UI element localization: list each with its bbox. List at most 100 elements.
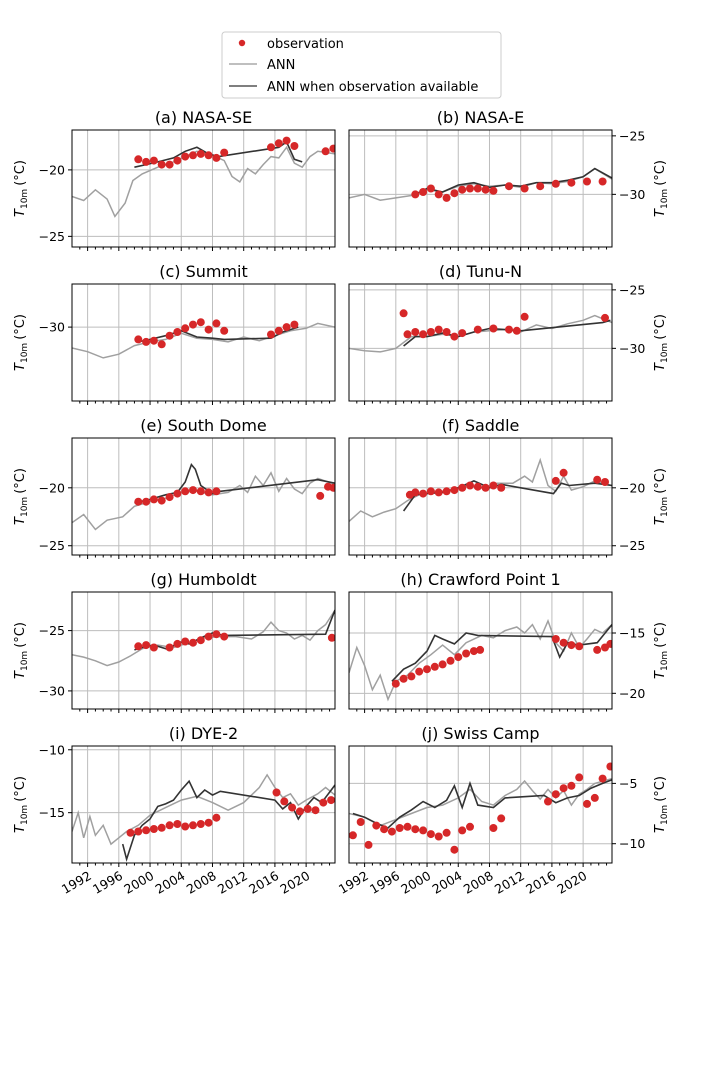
y-tick-label: −20 [619,686,645,701]
y-label-sub: 10m [20,805,30,825]
observation-point [173,328,182,336]
observation-point [134,155,143,164]
observation-point [319,798,328,807]
observation-point [450,189,459,198]
x-tick-label: 2004 [430,868,465,897]
observation-point [220,148,229,157]
observation-point [356,818,365,826]
y-label-unit: (°C) [653,160,668,186]
observation-point [181,487,190,496]
observation-point [181,152,190,161]
y-tick-label: −30 [39,320,65,335]
observation-point [288,803,297,812]
observation-point [473,184,482,193]
observation-point [295,807,304,816]
y-tick-label: −30 [619,341,645,356]
observation-point [212,630,221,639]
observation-point [134,497,143,506]
observation-point [134,827,143,836]
y-label-sub: 10m [660,497,670,517]
observation-point [274,326,283,335]
observation-point [349,831,357,840]
observation-point [551,179,560,188]
legend-frame [221,31,502,99]
y-label-unit: (°C) [13,314,28,340]
observation-point [426,487,435,496]
observation-point [220,632,229,641]
x-tick-label: 2000 [121,868,156,897]
x-tick-label: 2016 [246,868,281,897]
ann-line [72,322,335,359]
observation-point [419,188,428,196]
observation-point [290,320,299,329]
observation-point [575,642,584,651]
observation-point [189,486,197,495]
ann-line [349,314,612,353]
observation-point [434,832,443,841]
ann-line [72,471,335,531]
observation-point [126,828,135,837]
y-label-unit: (°C) [13,160,28,186]
observation-point [476,645,485,654]
observation-point [282,323,291,332]
observation-point [454,653,463,662]
panel-6: −25 −30 (g) Humboldt T10m (°C) [13,570,336,713]
observation-point [590,793,599,802]
panel-1: −25 −30 (b) NASA-E T10m (°C) [348,108,670,251]
panel-series [349,762,612,854]
observation-point [489,481,498,490]
observation-point [481,185,490,194]
observation-point [434,190,443,199]
observation-point [450,332,459,341]
observation-point [426,830,435,839]
panel-5: −20 −25 (f) Saddle T10m (°C) [348,416,670,559]
observation-point [311,806,320,815]
y-label-sub: 10m [20,651,30,671]
observation-point [458,329,467,338]
observation-point [419,489,428,498]
y-tick-label: −10 [619,836,645,851]
y-tick-label: −30 [619,187,645,202]
y-axis-label: T10m (°C) [13,776,30,833]
observation-point [426,328,435,336]
y-label-unit: (°C) [13,622,28,648]
observation-point [601,478,609,486]
observation-point [407,672,416,681]
y-label-sub: 10m [660,651,670,671]
observation-point [423,665,431,674]
observation-point [149,156,158,165]
observation-point [450,486,459,495]
y-axis-label: T10m (°C) [13,468,30,525]
panel-frame [71,437,336,556]
observation-point [567,178,576,187]
observation-point [403,822,412,831]
observation-point [415,667,424,676]
observation-point [196,149,205,158]
observation-point [329,144,335,153]
panel-title: (g) Humboldt [150,570,256,589]
panel-title: (h) Crawford Point 1 [400,570,560,589]
panel-series [72,463,335,531]
observation-point [458,826,467,835]
observation-point [567,781,576,790]
observation-point [196,318,205,327]
observation-point [601,313,609,322]
observation-point [466,184,474,193]
y-tick-label: −10 [39,742,65,757]
y-axis-label: T10m (°C) [13,160,30,217]
observation-point [196,487,205,496]
observation-point [551,790,560,799]
panel-0: −20 −25 (a) NASA-SE T10m (°C) [13,108,336,251]
y-label-unit: (°C) [13,468,28,494]
observation-point [316,491,325,500]
y-tick-label: −20 [39,480,65,495]
ann-line [349,618,612,702]
observation-point [520,184,529,193]
panel-title: (a) NASA-SE [155,108,252,127]
observation-point [181,324,190,333]
observation-point [583,799,591,808]
ann-line [349,777,612,827]
observation-point [391,679,400,688]
ann-obs-line [352,779,612,829]
